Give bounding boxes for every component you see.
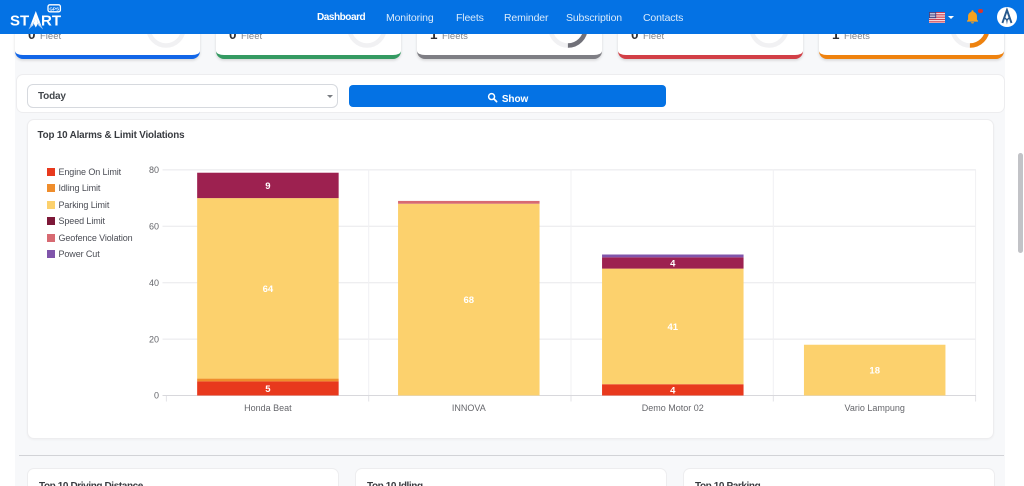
svg-text:9: 9 [265, 180, 270, 191]
svg-text:4: 4 [670, 385, 676, 396]
svg-text:Vario Lampung: Vario Lampung [844, 403, 904, 413]
svg-text:GPS: GPS [49, 6, 59, 11]
svg-text:20: 20 [148, 334, 158, 344]
svg-text:80: 80 [148, 165, 158, 175]
svg-text:5: 5 [265, 383, 271, 394]
svg-text:Demo Motor 02: Demo Motor 02 [641, 403, 703, 413]
svg-text:60: 60 [148, 221, 158, 231]
svg-text:0: 0 [153, 390, 158, 400]
svg-text:Honda Beat: Honda Beat [244, 403, 292, 413]
svg-text:18: 18 [869, 365, 880, 376]
svg-text:41: 41 [667, 321, 678, 332]
svg-text:40: 40 [148, 277, 158, 287]
svg-text:ST: ST [10, 13, 29, 30]
svg-text:INNOVA: INNOVA [451, 403, 485, 413]
svg-text:4: 4 [670, 258, 676, 269]
svg-text:64: 64 [262, 283, 273, 294]
svg-text:68: 68 [463, 295, 474, 306]
svg-text:RT: RT [41, 13, 61, 30]
